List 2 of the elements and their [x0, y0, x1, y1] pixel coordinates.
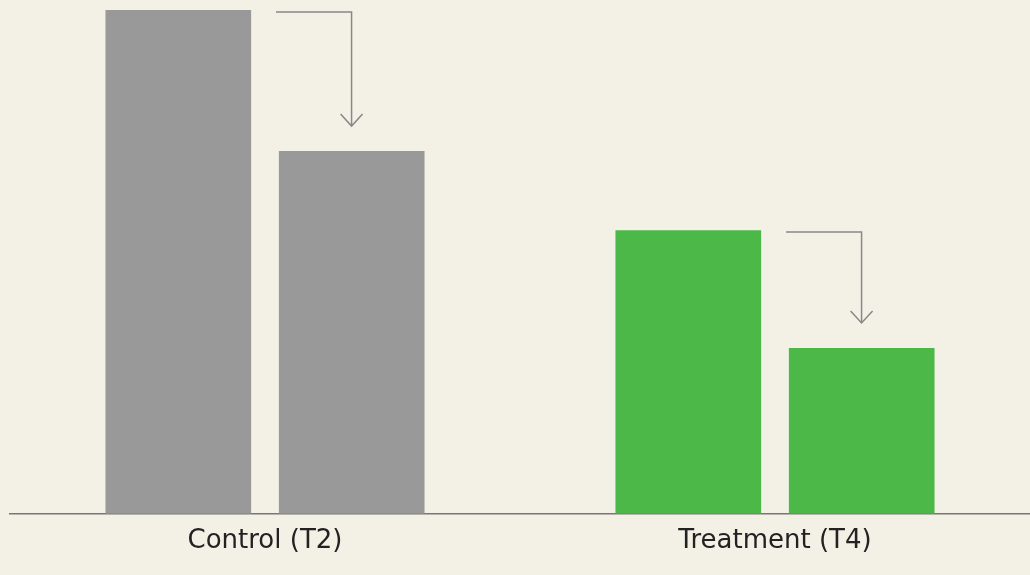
x-tick-label: Control (T2) [187, 524, 343, 555]
x-tick-label: Treatment (T4) [677, 524, 872, 555]
